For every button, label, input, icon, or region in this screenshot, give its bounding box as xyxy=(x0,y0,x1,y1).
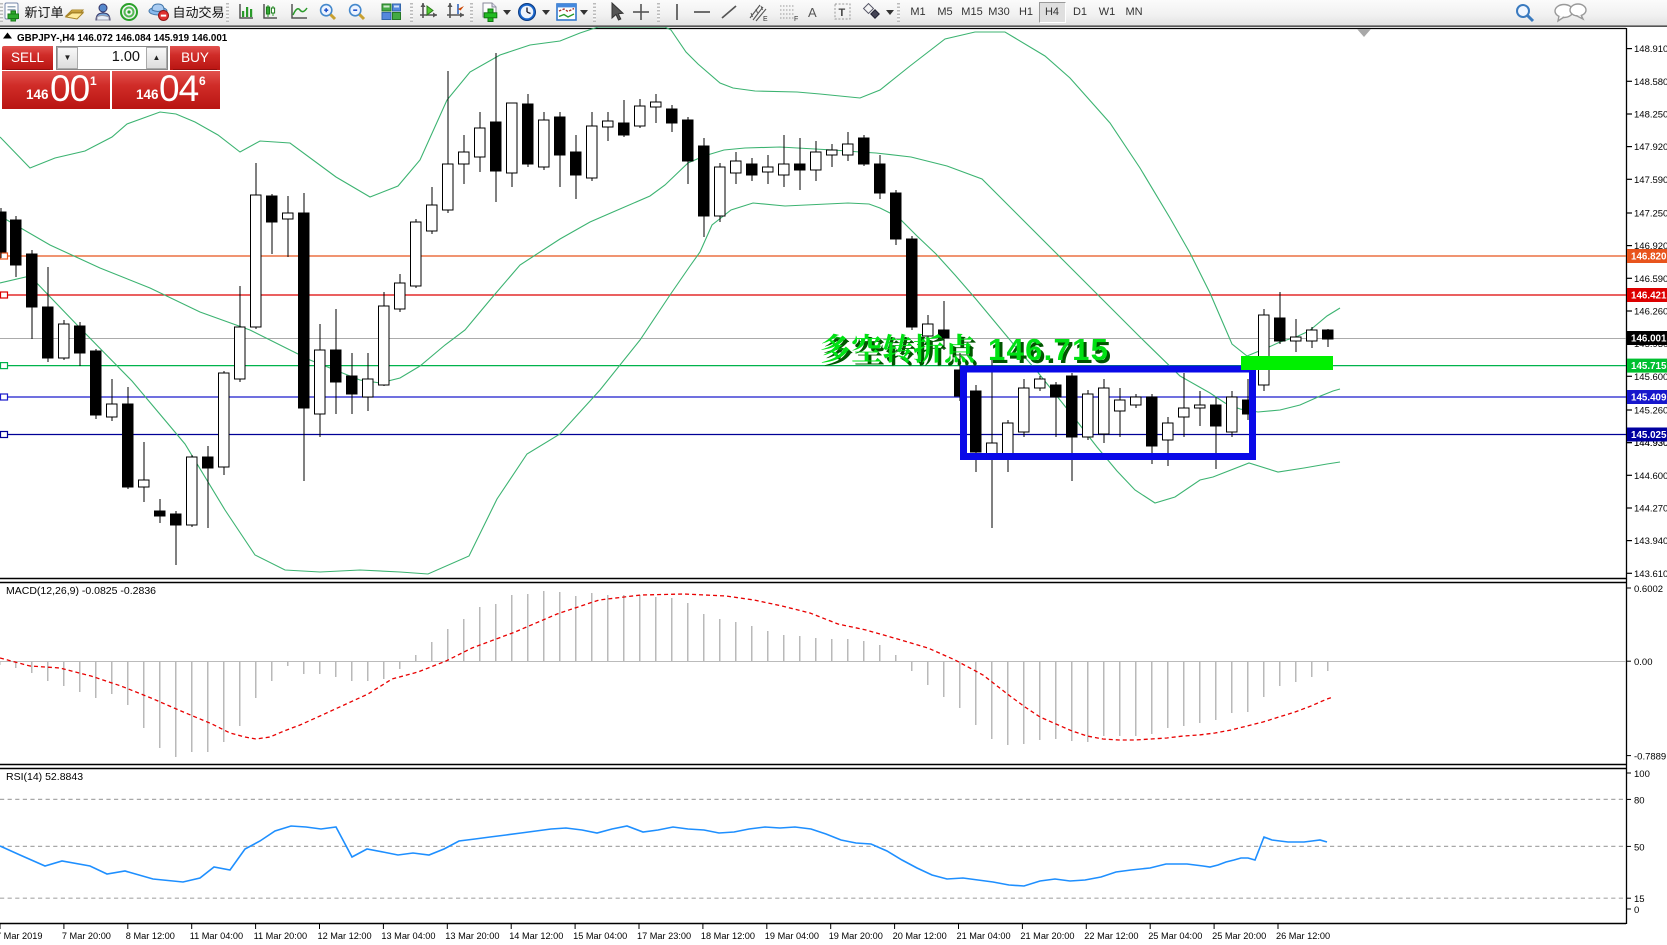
svg-text:144.930: 144.930 xyxy=(1634,438,1667,449)
svg-text:11 Mar 20:00: 11 Mar 20:00 xyxy=(254,931,307,941)
svg-text:15 Mar 04:00: 15 Mar 04:00 xyxy=(573,931,627,941)
svg-text:147.590: 147.590 xyxy=(1634,175,1667,186)
svg-text:146.260: 146.260 xyxy=(1634,307,1667,318)
svg-text:-0.7889: -0.7889 xyxy=(1634,752,1666,763)
svg-text:26 Mar 12:00: 26 Mar 12:00 xyxy=(1276,931,1330,941)
svg-text:11 Mar 04:00: 11 Mar 04:00 xyxy=(190,931,243,941)
svg-text:144.930: 144.930 xyxy=(1634,438,1667,449)
svg-text:146.820: 146.820 xyxy=(1631,252,1667,263)
svg-text:143.940: 143.940 xyxy=(1634,536,1667,547)
svg-text:T: T xyxy=(839,7,846,19)
svg-text:25 Mar 20:00: 25 Mar 20:00 xyxy=(1212,931,1266,941)
svg-text:148.250: 148.250 xyxy=(1634,110,1667,121)
svg-text:22 Mar 12:00: 22 Mar 12:00 xyxy=(1084,931,1138,941)
svg-text:0.00: 0.00 xyxy=(1634,657,1653,668)
svg-text:MACD(12,26,9) -0.0825 -0.2836: MACD(12,26,9) -0.0825 -0.2836 xyxy=(6,585,156,597)
svg-text:20 Mar 12:00: 20 Mar 12:00 xyxy=(893,931,947,941)
svg-text:15: 15 xyxy=(1634,894,1645,905)
svg-text:146.715: 146.715 xyxy=(988,332,1109,367)
svg-text:RSI(14) 52.8843: RSI(14) 52.8843 xyxy=(6,771,83,783)
svg-text:E: E xyxy=(763,16,768,22)
svg-text:21 Mar 04:00: 21 Mar 04:00 xyxy=(957,931,1011,941)
svg-text:12 Mar 12:00: 12 Mar 12:00 xyxy=(318,931,372,941)
svg-text:145.600: 145.600 xyxy=(1634,372,1667,383)
svg-text:144.270: 144.270 xyxy=(1634,504,1667,515)
svg-text:13 Mar 20:00: 13 Mar 20:00 xyxy=(445,931,499,941)
svg-text:50: 50 xyxy=(1634,842,1645,853)
svg-text:146.590: 146.590 xyxy=(1634,274,1667,285)
svg-text:18 Mar 12:00: 18 Mar 12:00 xyxy=(701,931,755,941)
svg-text:14 Mar 12:00: 14 Mar 12:00 xyxy=(509,931,563,941)
svg-text:100: 100 xyxy=(1634,769,1650,780)
svg-text:25 Mar 04:00: 25 Mar 04:00 xyxy=(1148,931,1202,941)
svg-text:F: F xyxy=(794,16,798,22)
svg-text:7 Mar 20:00: 7 Mar 20:00 xyxy=(62,931,111,941)
svg-text:8 Mar 12:00: 8 Mar 12:00 xyxy=(126,931,175,941)
svg-text:147.250: 147.250 xyxy=(1634,209,1667,220)
svg-text:143.610: 143.610 xyxy=(1634,569,1667,580)
svg-text:144.600: 144.600 xyxy=(1634,471,1667,482)
svg-text:145.260: 145.260 xyxy=(1634,406,1667,417)
svg-text:148.910: 148.910 xyxy=(1634,44,1667,55)
svg-text:21 Mar 20:00: 21 Mar 20:00 xyxy=(1020,931,1074,941)
svg-text:13 Mar 04:00: 13 Mar 04:00 xyxy=(381,931,435,941)
svg-text:146.001: 146.001 xyxy=(1631,334,1667,345)
svg-text:17 Mar 23:00: 17 Mar 23:00 xyxy=(637,931,691,941)
svg-text:146.421: 146.421 xyxy=(1631,291,1667,302)
svg-text:0: 0 xyxy=(1634,905,1639,916)
svg-text:148.580: 148.580 xyxy=(1634,77,1667,88)
svg-text:146.920: 146.920 xyxy=(1634,241,1667,252)
svg-text:19 Mar 04:00: 19 Mar 04:00 xyxy=(765,931,819,941)
svg-text:0.6002: 0.6002 xyxy=(1634,584,1663,595)
svg-text:19 Mar 20:00: 19 Mar 20:00 xyxy=(829,931,883,941)
svg-text:145.025: 145.025 xyxy=(1631,430,1667,441)
svg-text:GBPJPY-,H4 146.072 146.084 14: GBPJPY-,H4 146.072 146.084 145.919 146.0… xyxy=(17,33,228,44)
svg-text:145.715: 145.715 xyxy=(1631,361,1667,372)
svg-text:146.715: 146.715 xyxy=(991,335,1112,370)
svg-text:145.409: 145.409 xyxy=(1631,393,1667,404)
svg-text:7 Mar 2019: 7 Mar 2019 xyxy=(0,931,42,941)
svg-text:80: 80 xyxy=(1634,795,1645,806)
svg-text:147.920: 147.920 xyxy=(1634,142,1667,153)
